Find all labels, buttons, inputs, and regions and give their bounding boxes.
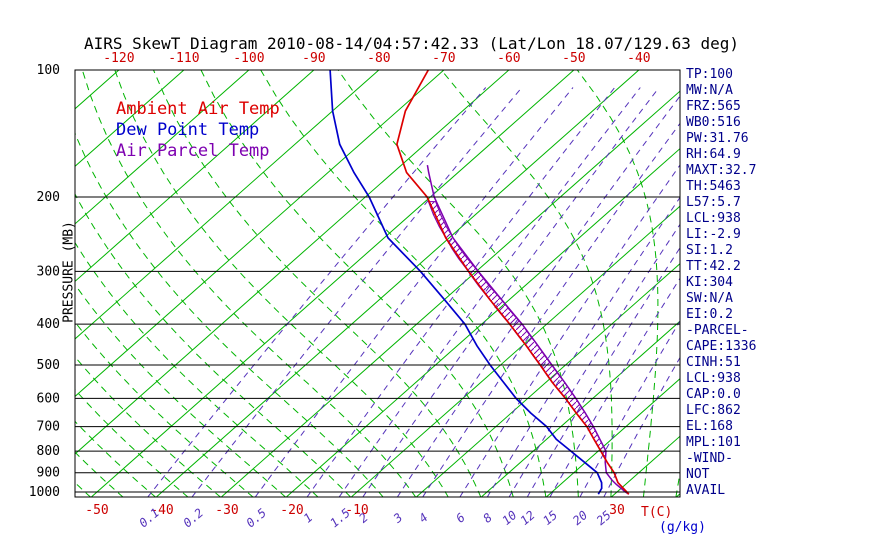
svg-text:30: 30 xyxy=(609,503,625,518)
svg-text:-110: -110 xyxy=(168,51,199,66)
stat-line: CAP:0.0 xyxy=(686,387,741,402)
svg-text:3: 3 xyxy=(390,510,405,526)
stat-line: SW:N/A xyxy=(686,291,733,306)
svg-text:-70: -70 xyxy=(432,51,455,66)
top-temp-tick-labels: -120 -110 -100 -90 -80 -70 -60 -50 -40 xyxy=(103,51,650,66)
chart-title: AIRS SkewT Diagram 2010-08-14/04:57:42.3… xyxy=(84,34,740,53)
ambient-air-temp-curve xyxy=(396,70,630,495)
mixing-ratio-unit-label: (g/kg) xyxy=(659,520,706,535)
stat-line: AVAIL xyxy=(686,483,726,498)
plot-frame xyxy=(74,69,681,498)
svg-text:0.2: 0.2 xyxy=(181,506,207,531)
stat-line: LFC:862 xyxy=(686,403,741,418)
svg-text:-50: -50 xyxy=(562,51,585,66)
svg-text:-50: -50 xyxy=(85,503,108,518)
svg-text:20: 20 xyxy=(570,508,590,528)
stat-line: -PARCEL- xyxy=(686,323,749,338)
svg-text:500: 500 xyxy=(37,358,60,373)
svg-text:-20: -20 xyxy=(280,503,303,518)
stat-line: CINH:51 xyxy=(686,355,741,370)
mixing-ratio-lines xyxy=(147,87,680,497)
svg-text:1000: 1000 xyxy=(29,485,60,500)
stat-line: MAXT:32.7 xyxy=(686,163,757,178)
stat-line: FRZ:565 xyxy=(686,99,741,114)
stat-line: WB0:516 xyxy=(686,115,741,130)
legend-air-parcel-temp: Air Parcel Temp xyxy=(116,141,270,161)
svg-text:12: 12 xyxy=(518,508,538,528)
svg-text:0.5: 0.5 xyxy=(244,506,270,531)
stat-line: KI:304 xyxy=(686,275,733,290)
bottom-temp-tick-labels: -50 -40 -30 -20 -10 30 xyxy=(85,503,625,518)
svg-text:-90: -90 xyxy=(302,51,325,66)
stat-line: NOT xyxy=(686,467,710,482)
svg-text:4: 4 xyxy=(416,510,431,525)
stat-line: EL:168 xyxy=(686,419,733,434)
legend-dew-point-temp: Dew Point Temp xyxy=(116,120,260,140)
legend: Ambient Air Temp Dew Point Temp Air Parc… xyxy=(116,99,280,162)
temp-unit-label: T(C) xyxy=(641,505,673,520)
svg-text:-40: -40 xyxy=(150,503,173,518)
svg-text:600: 600 xyxy=(37,391,60,406)
stat-line: TP:100 xyxy=(686,67,733,82)
stat-line: RH:64.9 xyxy=(686,147,741,162)
pressure-tick-labels: 100 200 300 400 500 600 700 800 900 1000 xyxy=(29,63,60,500)
sounding-stats-panel: TP:100 MW:N/A FRZ:565 WB0:516 PW:31.76 RH:64.… xyxy=(686,67,756,499)
svg-text:200: 200 xyxy=(37,190,60,205)
stat-line: PW:31.76 xyxy=(686,131,749,146)
svg-text:-40: -40 xyxy=(627,51,650,66)
svg-text:-30: -30 xyxy=(215,503,238,518)
pressure-axis-label: PRESSURE (MB) xyxy=(61,221,77,323)
stat-line: LCL:938 xyxy=(686,371,741,386)
svg-text:6: 6 xyxy=(453,510,468,525)
svg-text:15: 15 xyxy=(540,508,560,528)
stat-line: L57:5.7 xyxy=(686,195,741,210)
svg-text:900: 900 xyxy=(37,466,60,481)
svg-text:-10: -10 xyxy=(345,503,368,518)
dew-point-temp-curve xyxy=(329,70,603,495)
stat-line: TH:5463 xyxy=(686,179,741,194)
svg-text:1: 1 xyxy=(301,510,316,525)
stat-line: EI:0.2 xyxy=(686,307,733,322)
svg-text:10: 10 xyxy=(499,508,519,528)
moist-adiabat-lines xyxy=(75,70,680,497)
svg-text:-60: -60 xyxy=(497,51,520,66)
stat-line: SI:1.2 xyxy=(686,243,733,258)
svg-text:800: 800 xyxy=(37,444,60,459)
stat-line: CAPE:1336 xyxy=(686,339,757,354)
svg-text:-120: -120 xyxy=(103,51,134,66)
svg-text:400: 400 xyxy=(37,317,60,332)
stat-line: -WIND- xyxy=(686,451,733,466)
svg-text:700: 700 xyxy=(37,420,60,435)
stat-line: LI:-2.9 xyxy=(686,227,741,242)
stat-line: MW:N/A xyxy=(686,83,733,98)
legend-ambient-air-temp: Ambient Air Temp xyxy=(116,99,280,119)
svg-text:300: 300 xyxy=(37,264,60,279)
svg-text:100: 100 xyxy=(37,63,60,78)
isobar-lines xyxy=(75,69,680,493)
stat-line: LCL:938 xyxy=(686,211,741,226)
svg-text:-80: -80 xyxy=(367,51,390,66)
svg-text:-100: -100 xyxy=(233,51,264,66)
stat-line: MPL:101 xyxy=(686,435,741,450)
svg-text:8: 8 xyxy=(480,510,495,525)
stat-line: TT:42.2 xyxy=(686,259,741,274)
